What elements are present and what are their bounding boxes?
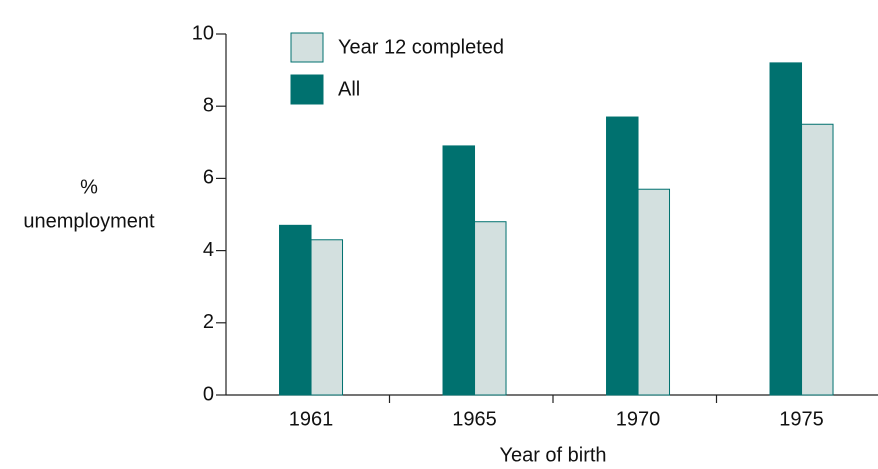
- legend-label: Year 12 completed: [338, 36, 504, 58]
- bar: [606, 116, 639, 396]
- legend-swatch: [290, 74, 324, 105]
- bar: [442, 145, 476, 396]
- y-tick-label: 4: [203, 239, 214, 261]
- y-tick-label: 0: [203, 383, 214, 405]
- bar: [801, 123, 834, 396]
- y-tick-label: 8: [203, 94, 214, 116]
- x-tick-label: 1965: [452, 408, 497, 430]
- bar: [637, 188, 671, 396]
- legend-label: All: [338, 78, 360, 100]
- x-tick-label: 1970: [616, 408, 661, 430]
- bar: [279, 224, 312, 396]
- y-tick-label: 2: [203, 311, 214, 333]
- x-tick-label: 1961: [289, 408, 334, 430]
- x-axis-label: Year of birth: [499, 444, 606, 466]
- y-tick-label: 10: [192, 22, 214, 44]
- legend-swatch: [290, 32, 324, 63]
- y-axis-label: %: [80, 176, 98, 198]
- bar: [310, 239, 344, 396]
- x-tick-label: 1975: [779, 408, 824, 430]
- y-axis-label: unemployment: [23, 210, 155, 232]
- bar: [769, 62, 803, 396]
- y-tick-label: 6: [203, 167, 214, 189]
- bar: [474, 221, 507, 396]
